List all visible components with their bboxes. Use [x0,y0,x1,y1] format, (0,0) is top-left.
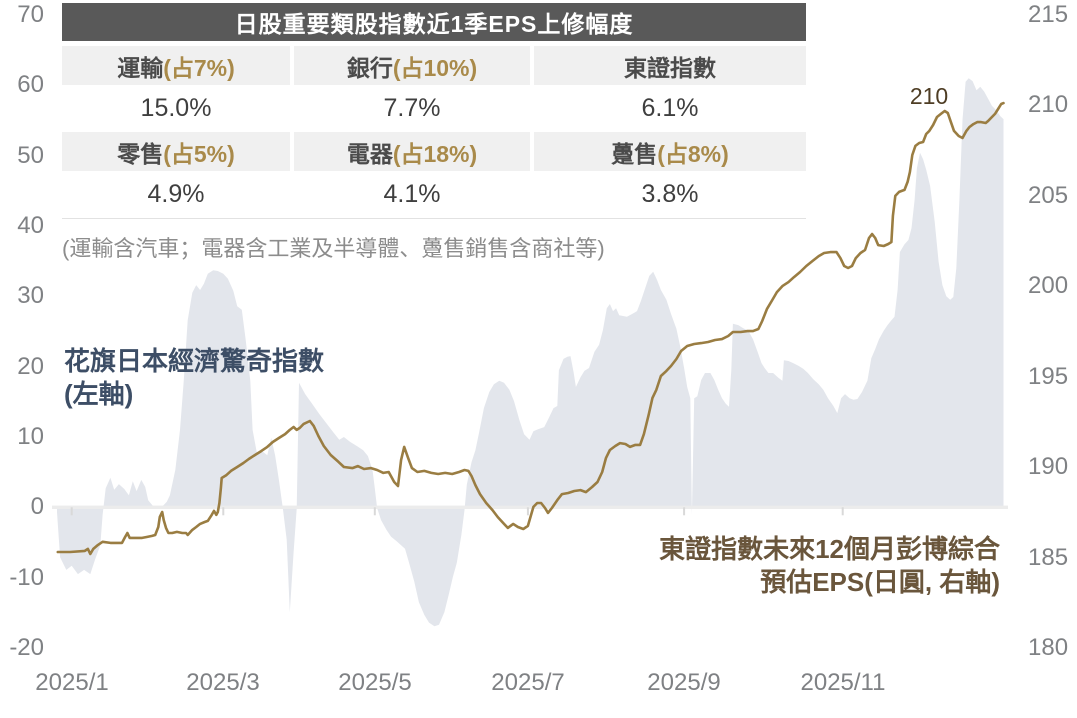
left-axis-tick-label: 50 [17,142,44,169]
eps-revision-value: 6.1% [534,85,806,132]
eps-value-annotation: 210 [909,83,949,109]
left-axis-tick-label: 0 [30,493,44,520]
table-row-sectors-1: 運輸 (占7%) 銀行 (占10%) 東證指數 [62,46,806,85]
left-axis-tick-label: 70 [17,1,44,28]
left-axis-tick-label: 10 [17,423,44,450]
eps-revision-value: 3.8% [534,171,806,218]
sector-weight: (占18%) [392,140,478,167]
x-axis-ticks [70,507,844,516]
sector-eps-table: 日股重要類股指數近1季EPS上修幅度 運輸 (占7%) 銀行 (占10%) 東證指數… [62,3,806,219]
left-series-label: 花旗日本經濟驚奇指數 (左軸) [64,345,324,411]
table-row-values-1: 15.0% 7.7% 6.1% [62,85,806,132]
x-axis-tick-label: 2025/11 [800,669,886,696]
right-axis-tick-label: 180 [1028,634,1069,661]
y-axis-right: 215 210 205 200 195 190 185 180 [1028,0,1077,718]
x-axis-tick-label: 2025/1 [35,669,109,696]
left-axis-tick-label: -20 [9,634,44,661]
table-row-values-2: 4.9% 4.1% 3.8% [62,171,806,218]
right-axis-tick-label: 195 [1028,363,1069,390]
eps-revision-value: 4.1% [294,171,530,218]
x-axis-tick-label: 2025/7 [491,669,565,696]
left-axis-tick-label: 30 [17,282,44,309]
right-axis-tick-label: 185 [1028,544,1069,571]
right-axis-tick-label: 210 [1028,91,1069,118]
x-axis-tick-label: 2025/9 [647,669,721,696]
right-series-label-line2: 預估EPS(日圓, 右軸) [760,567,1000,597]
sector-name: 東證指數 [624,54,716,81]
sector-name: 銀行 [346,54,393,81]
table-sector-cell: 電器 (占18%) [294,132,530,171]
right-axis-tick-label: 205 [1028,182,1069,209]
x-axis-tick-label: 2025/5 [338,669,412,696]
left-axis-tick-label: -10 [9,564,44,591]
eps-revision-value: 15.0% [62,85,290,132]
left-axis-tick-label: 60 [17,71,44,98]
sector-weight: (占8%) [657,140,729,167]
surprise-index-area [57,78,1004,627]
table-sector-cell: 躉售 (占8%) [534,132,806,171]
sector-name: 電器 [346,140,393,167]
table-sector-cell: 運輸 (占7%) [62,46,290,85]
right-axis-tick-label: 190 [1028,453,1069,480]
right-series-label-line1: 東證指數未來12個月彭博綜合 [659,534,1000,564]
table-sector-cell: 銀行 (占10%) [294,46,530,85]
sector-name: 躉售 [611,140,658,167]
table-row-sectors-2: 零售 (占5%) 電器 (占18%) 躉售 (占8%) [62,132,806,171]
sector-name: 運輸 [117,54,164,81]
table-sector-cell: 東證指數 [534,46,806,85]
x-axis: 2025/1 2025/3 2025/5 2025/7 2025/9 2025/11 [0,669,1077,699]
right-series-label: 東證指數未來12個月彭博綜合 預估EPS(日圓, 右軸) [659,533,1000,599]
table-title: 日股重要類股指數近1季EPS上修幅度 [62,3,806,41]
table-sector-cell: 零售 (占5%) [62,132,290,171]
left-axis-tick-label: 20 [17,353,44,380]
right-axis-tick-label: 200 [1028,272,1069,299]
left-series-label-line1: 花旗日本經濟驚奇指數 [64,346,325,376]
left-axis-tick-label: 40 [17,212,44,239]
table-footnote: (運輸含汽車；電器含工業及半導體、躉售銷售含商社等) [62,236,605,261]
right-axis-tick-label: 215 [1028,1,1069,28]
eps-line [56,101,1005,556]
y-axis-left: 70 60 50 40 30 20 10 0 -10 -20 [0,0,44,718]
sector-weight: (占10%) [392,54,478,81]
sector-weight: (占5%) [163,140,235,167]
sector-weight: (占7%) [163,54,235,81]
zero-gridline [52,505,1008,509]
sector-name: 零售 [117,140,164,167]
left-series-label-line2: (左軸) [64,379,134,409]
eps-revision-value: 4.9% [62,171,290,218]
eps-revision-value: 7.7% [294,85,530,132]
x-axis-tick-label: 2025/3 [186,669,260,696]
